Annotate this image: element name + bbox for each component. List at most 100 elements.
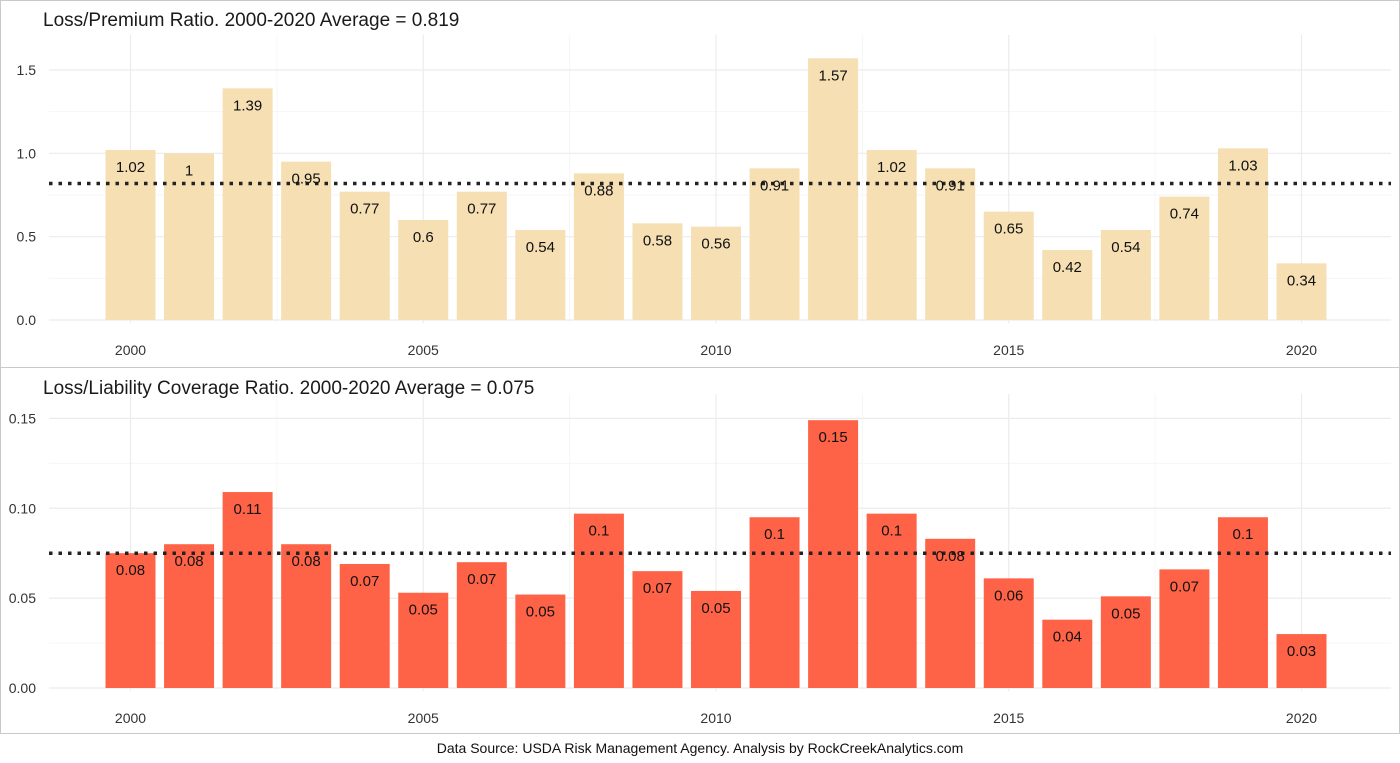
y-tick-label: 0.10: [9, 500, 36, 516]
bar-value-label: 0.03: [1287, 643, 1316, 660]
bar: [573, 513, 624, 688]
data-source-caption: Data Source: USDA Risk Management Agency…: [436, 740, 964, 756]
bar-value-label: 0.91: [936, 177, 965, 194]
bar-value-label: 0.1: [881, 523, 902, 540]
bar-value-label: 0.58: [643, 232, 672, 249]
bar-value-label: 0.05: [526, 604, 555, 621]
x-tick-label: 2010: [700, 342, 731, 358]
bar-value-label: 0.05: [701, 600, 730, 617]
bar: [983, 211, 1034, 320]
bar: [398, 220, 449, 320]
bar-value-label: 0.08: [936, 548, 965, 565]
bar: [339, 563, 390, 688]
bar-value-label: 0.04: [1053, 629, 1082, 646]
y-tick-label: 0.15: [9, 410, 36, 426]
bar: [456, 191, 507, 320]
bar: [691, 590, 741, 688]
chart-title: Loss/Liability Coverage Ratio. 2000-2020…: [43, 378, 534, 399]
bar: [1159, 196, 1210, 320]
bar: [866, 513, 917, 688]
bar: [339, 191, 390, 320]
bar-value-label: 0.74: [1170, 206, 1199, 223]
bar: [164, 544, 215, 688]
x-tick-label: 2000: [115, 710, 146, 726]
bar-value-label: 0.08: [292, 553, 321, 570]
bar-value-label: 0.54: [526, 239, 555, 256]
bar-value-label: 0.95: [292, 171, 321, 188]
bar-value-label: 0.91: [760, 177, 789, 194]
x-tick-label: 2010: [700, 710, 731, 726]
bar-value-label: 0.42: [1053, 259, 1082, 276]
bar-value-label: 0.15: [818, 429, 847, 446]
bar: [691, 226, 741, 320]
y-tick-label: 0.0: [17, 312, 37, 328]
bar-value-label: 0.07: [1170, 578, 1199, 595]
bar: [749, 517, 800, 688]
y-tick-label: 0.05: [9, 590, 36, 606]
bar-value-label: 1.02: [116, 159, 145, 176]
bar: [281, 544, 332, 688]
bar: [515, 594, 566, 688]
x-tick-label: 2000: [115, 342, 146, 358]
loss-premium-chart: Loss/Premium Ratio. 2000-2020 Average = …: [17, 10, 1391, 358]
bar-value-label: 0.07: [350, 573, 379, 590]
x-tick-label: 2020: [1286, 342, 1317, 358]
bar: [105, 553, 156, 688]
loss-liability-chart: Loss/Liability Coverage Ratio. 2000-2020…: [9, 378, 1391, 726]
bar: [281, 161, 332, 320]
bar-value-label: 0.77: [467, 201, 496, 218]
bar: [1100, 596, 1151, 688]
bar-value-label: 0.05: [409, 602, 438, 619]
bar: [222, 492, 273, 688]
bar: [456, 562, 507, 688]
bar-value-label: 1.02: [877, 159, 906, 176]
bar: [925, 168, 976, 320]
bar: [1276, 634, 1327, 688]
bar: [1159, 569, 1210, 688]
bar: [398, 592, 449, 688]
bar-value-label: 0.56: [701, 236, 730, 253]
bar-value-label: 0.08: [116, 562, 145, 579]
bar: [632, 571, 683, 688]
bar: [983, 578, 1034, 688]
bar-value-label: 0.07: [467, 571, 496, 588]
bar: [1276, 263, 1327, 320]
bar-value-label: 0.06: [994, 587, 1023, 604]
bar: [866, 150, 917, 320]
bar: [164, 153, 215, 320]
bar-value-label: 1.03: [1228, 157, 1257, 174]
bar-value-label: 0.77: [350, 201, 379, 218]
bar-value-label: 0.34: [1287, 272, 1316, 289]
x-tick-label: 2015: [993, 342, 1024, 358]
x-tick-label: 2020: [1286, 710, 1317, 726]
y-tick-label: 0.00: [9, 680, 36, 696]
bar: [925, 538, 976, 688]
x-tick-label: 2005: [408, 342, 439, 358]
bar-value-label: 1.57: [818, 67, 847, 84]
loss-premium-chart-panel: Loss/Premium Ratio. 2000-2020 Average = …: [0, 0, 1400, 368]
bar: [749, 168, 800, 320]
y-tick-label: 1.0: [17, 145, 37, 161]
bar-value-label: 0.08: [174, 553, 203, 570]
bar: [1217, 517, 1268, 688]
bar-value-label: 0.1: [1233, 526, 1254, 543]
bar: [1217, 148, 1268, 320]
y-tick-label: 1.5: [17, 62, 37, 78]
bar: [1042, 250, 1093, 320]
bar-value-label: 0.88: [584, 182, 613, 199]
bar: [515, 230, 566, 320]
bar-value-label: 0.1: [764, 526, 785, 543]
bar-value-label: 0.07: [643, 580, 672, 597]
bar: [222, 88, 273, 320]
loss-liability-chart-panel: Loss/Liability Coverage Ratio. 2000-2020…: [0, 367, 1400, 734]
bar: [808, 58, 859, 320]
x-tick-label: 2005: [408, 710, 439, 726]
x-tick-label: 2015: [993, 710, 1024, 726]
bar: [1100, 230, 1151, 320]
bar-value-label: 1.39: [233, 97, 262, 114]
bar-value-label: 1: [185, 162, 193, 179]
bar-value-label: 0.6: [413, 229, 434, 246]
bar-value-label: 0.11: [234, 501, 262, 518]
bar: [632, 223, 683, 320]
bar: [1042, 619, 1093, 688]
